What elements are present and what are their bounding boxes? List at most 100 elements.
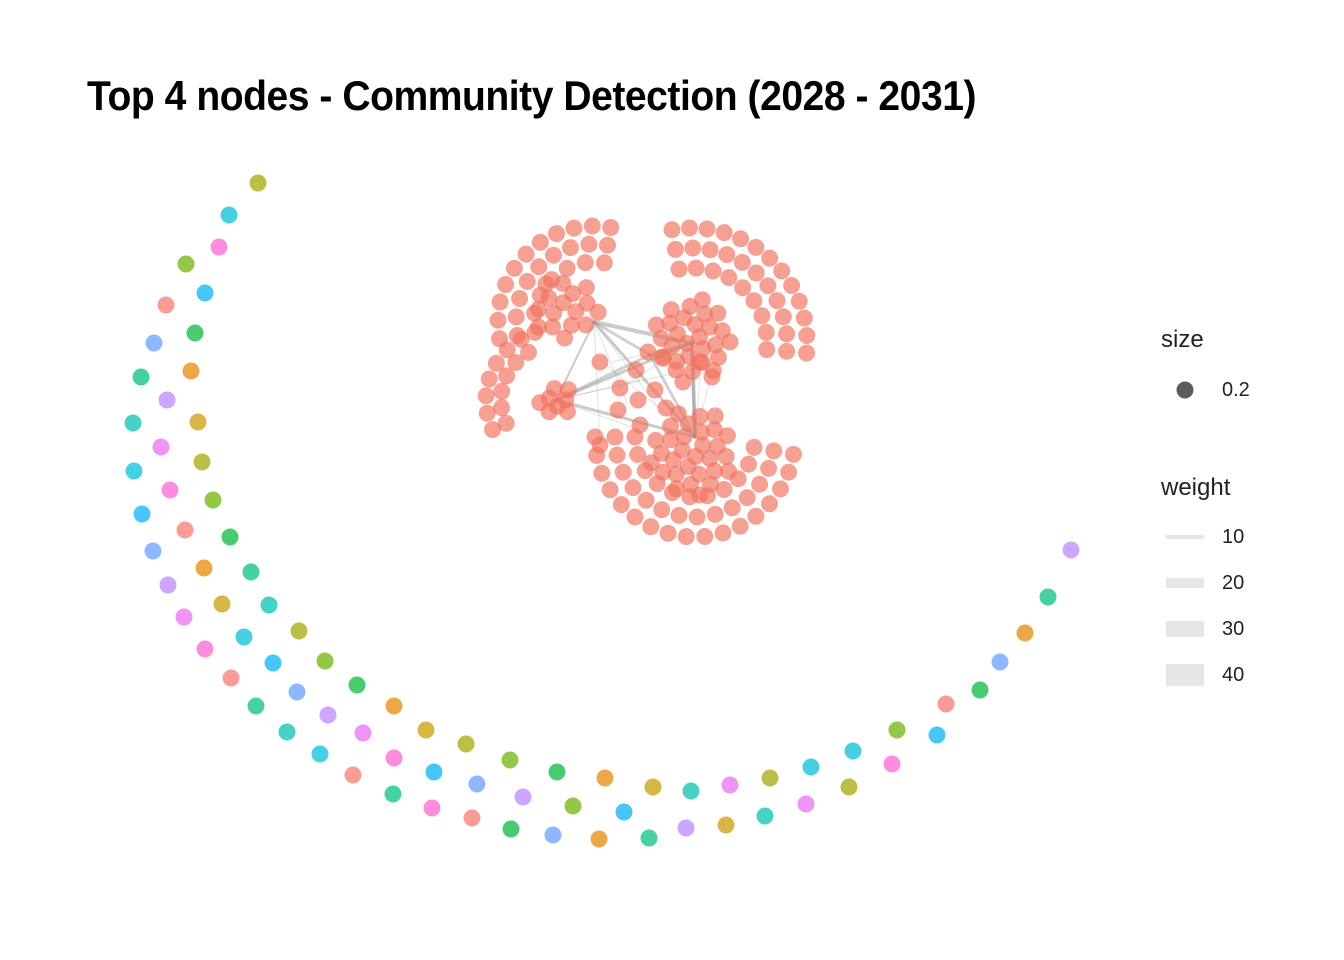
network-node <box>798 327 816 344</box>
network-node <box>545 246 562 264</box>
legend-weight-label-40: 40 <box>1222 664 1245 686</box>
isolated-node <box>348 676 366 694</box>
network-node <box>624 479 642 497</box>
isolated-node <box>186 324 204 342</box>
network-node <box>602 219 620 236</box>
node-layer <box>124 174 1080 848</box>
isolated-node <box>124 414 142 432</box>
page-title: Top 4 nodes - Community Detection (2028 … <box>87 72 977 119</box>
isolated-node <box>502 820 520 838</box>
network-node <box>653 348 671 366</box>
isolated-node <box>182 362 200 380</box>
isolated-node <box>640 829 658 847</box>
isolated-node <box>1039 588 1057 606</box>
network-node <box>688 508 706 526</box>
isolated-node <box>501 751 519 769</box>
network-node <box>723 499 741 517</box>
isolated-node <box>844 742 862 760</box>
network-node <box>562 239 579 257</box>
network-node <box>595 254 613 272</box>
network-node <box>612 496 630 514</box>
network-node <box>662 301 680 319</box>
network-node <box>489 311 507 329</box>
isolated-node <box>1016 624 1034 642</box>
network-node <box>648 475 666 493</box>
isolated-node <box>220 206 238 224</box>
isolated-node <box>354 724 372 742</box>
isolated-node <box>157 296 175 314</box>
network-node <box>609 401 627 419</box>
network-node <box>652 329 670 347</box>
network-node <box>543 271 561 289</box>
isolated-node <box>158 391 176 409</box>
network-node <box>718 246 736 264</box>
network-node <box>674 373 692 391</box>
network-node <box>580 235 598 253</box>
isolated-node <box>152 438 170 456</box>
isolated-node <box>242 563 260 581</box>
network-node <box>661 314 679 332</box>
legend-weight-label-30: 30 <box>1222 618 1245 640</box>
network-node <box>790 292 808 310</box>
isolated-node <box>125 462 143 480</box>
edge <box>615 342 693 391</box>
network-node <box>497 414 515 432</box>
isolated-node <box>175 608 193 626</box>
isolated-node <box>290 622 308 640</box>
network-node <box>526 323 544 341</box>
network-node <box>477 387 495 405</box>
network-node <box>747 238 765 256</box>
network-node <box>507 354 525 371</box>
network-node <box>774 308 792 326</box>
network-node <box>608 446 626 464</box>
network-node <box>731 517 749 535</box>
network-node <box>720 269 738 287</box>
network-node <box>732 230 750 248</box>
network-node <box>718 427 736 445</box>
network-node <box>526 304 544 322</box>
network-node <box>558 259 576 277</box>
isolated-node <box>971 681 989 699</box>
isolated-node <box>260 596 278 614</box>
network-node <box>663 221 681 239</box>
network-node <box>505 259 523 277</box>
isolated-node <box>590 830 608 848</box>
legend-size-label: 0.2 <box>1222 379 1250 401</box>
network-node <box>705 421 723 439</box>
network-node <box>721 333 739 351</box>
isolated-node <box>196 284 214 302</box>
network-node <box>662 431 680 449</box>
isolated-node <box>721 776 739 794</box>
network-node <box>699 487 716 505</box>
isolated-node <box>928 726 946 744</box>
isolated-node <box>682 782 700 800</box>
network-node <box>493 399 510 417</box>
isolated-node <box>615 803 633 821</box>
network-node <box>733 253 751 271</box>
isolated-node <box>210 238 228 256</box>
network-node <box>642 518 660 536</box>
isolated-node <box>311 745 329 763</box>
network-node <box>751 475 769 493</box>
network-node <box>531 233 549 251</box>
network-node <box>591 436 609 454</box>
network-node <box>599 236 616 254</box>
isolated-node <box>463 809 481 827</box>
network-node <box>715 481 733 498</box>
isolated-node <box>544 826 562 844</box>
network-node <box>667 240 684 258</box>
network-node <box>647 431 665 449</box>
legend-weight-keys <box>1166 535 1204 686</box>
network-node <box>691 408 709 425</box>
isolated-node <box>176 521 194 539</box>
isolated-node <box>196 640 214 658</box>
isolated-node <box>756 807 774 825</box>
network-node <box>659 524 677 542</box>
isolated-node <box>457 735 475 753</box>
network-node <box>681 488 699 506</box>
isolated-node <box>249 174 267 192</box>
isolated-node <box>596 769 614 787</box>
network-node <box>591 353 609 371</box>
network-node <box>785 445 802 463</box>
